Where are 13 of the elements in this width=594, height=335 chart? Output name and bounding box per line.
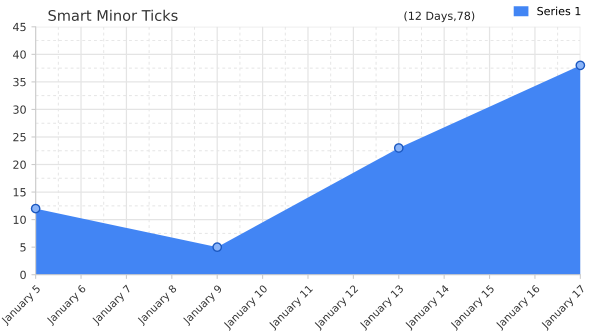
y-tick-label: 35 bbox=[13, 78, 26, 86]
chart-title: Smart Minor Ticks bbox=[48, 10, 178, 21]
y-tick-label: 0 bbox=[20, 270, 26, 280]
y-tick-label: 5 bbox=[20, 243, 26, 252]
y-tick-label: 45 bbox=[13, 22, 26, 32]
y-tick-label: 15 bbox=[14, 188, 26, 196]
y-tick-label: 40 bbox=[13, 50, 26, 59]
y-tick-label: 25 bbox=[13, 132, 26, 142]
y-tick-label: 10 bbox=[14, 216, 26, 224]
text: (12 Days,78) bbox=[404, 11, 474, 22]
y-tick-label: 30 bbox=[13, 105, 26, 114]
legend-label: Series 1 bbox=[537, 6, 580, 16]
y-tick-label: 20 bbox=[13, 160, 26, 169]
